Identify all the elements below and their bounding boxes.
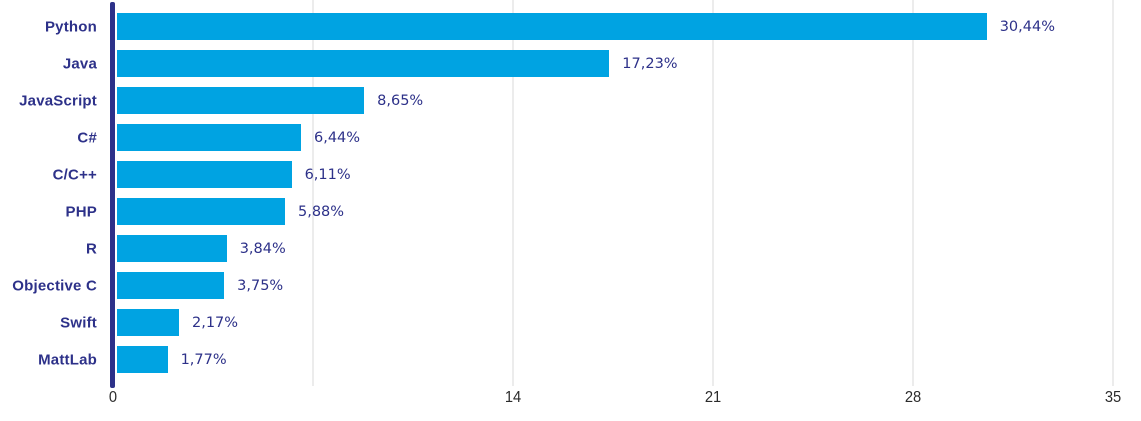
x-tick-label-21: 21	[704, 389, 722, 406]
category-label: Swift	[60, 314, 97, 331]
bar	[117, 198, 285, 225]
bar	[117, 272, 225, 299]
bar-row: C# 6,44%	[77, 119, 1113, 156]
value-label: 3,75%	[237, 277, 284, 294]
value-label: 1,77%	[180, 351, 227, 368]
bar	[117, 87, 365, 114]
category-label: Python	[44, 18, 97, 35]
bar-row: JavaScript 8,65%	[19, 82, 1113, 119]
value-label: 30,44%	[999, 18, 1055, 35]
bar-row: MattLab 1,77%	[38, 341, 1113, 378]
value-label: 8,65%	[377, 92, 424, 109]
gridline-x-21	[712, 0, 714, 386]
bar-row: PHP 5,88%	[66, 193, 1113, 230]
bar-row: R 3,84%	[86, 230, 1113, 267]
category-label: PHP	[65, 203, 97, 220]
gridline-x-35	[1112, 0, 1114, 386]
bar-row: Python 30,44%	[45, 8, 1113, 45]
x-tick-label-0: 0	[108, 389, 118, 406]
bar-row: Swift 2,17%	[60, 304, 1113, 341]
x-axis: 0 14 21 28 35	[109, 387, 1121, 411]
gridline-x-7	[312, 0, 314, 386]
bar	[117, 161, 292, 188]
bar-row: Java 17,23%	[63, 45, 1113, 82]
y-axis-line	[110, 2, 115, 388]
value-label: 6,11%	[304, 166, 351, 183]
value-label: 5,88%	[298, 203, 345, 220]
bar	[117, 124, 301, 151]
bar-row: C/C++ 6,11%	[53, 156, 1113, 193]
bar-row: Objective C 3,75%	[12, 267, 1113, 304]
bar	[117, 235, 227, 262]
value-label: 2,17%	[192, 314, 239, 331]
category-label: MattLab	[38, 351, 97, 368]
category-label: JavaScript	[19, 92, 97, 109]
category-label: R	[85, 240, 97, 257]
category-label: Objective C	[12, 277, 97, 294]
x-tick-label-28: 28	[904, 389, 922, 406]
bar	[117, 50, 610, 77]
bar	[117, 309, 179, 336]
category-label: C/C++	[52, 166, 97, 183]
plot-area: Python 30,44% Java 17,23% JavaScript 8,65% C# 6…	[12, 0, 1114, 386]
bar	[117, 13, 987, 40]
bar	[117, 346, 168, 373]
category-label: C#	[77, 129, 97, 146]
x-tick-label-35: 35	[1104, 389, 1122, 406]
value-label: 6,44%	[314, 129, 361, 146]
bar-rows: Python 30,44% Java 17,23% JavaScript 8,65% C# 6…	[12, 8, 1113, 378]
value-label: 17,23%	[622, 55, 678, 72]
gridline-x-14	[512, 0, 514, 386]
value-label: 3,84%	[239, 240, 286, 257]
category-label: Java	[62, 55, 97, 72]
gridline-x-28	[912, 0, 914, 386]
x-tick-label-14: 14	[504, 389, 522, 406]
